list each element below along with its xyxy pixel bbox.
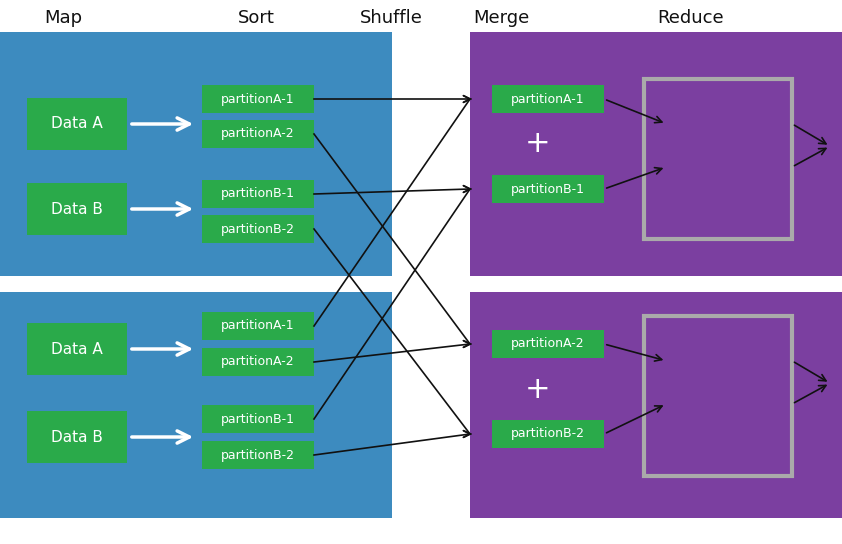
Text: +: + xyxy=(525,129,551,158)
Text: partitionB-1: partitionB-1 xyxy=(221,412,295,425)
Text: Map: Map xyxy=(44,9,83,27)
Bar xyxy=(202,441,314,469)
Text: Data B: Data B xyxy=(51,430,103,444)
Bar xyxy=(27,98,127,150)
Bar xyxy=(470,32,842,276)
Text: Reduce: Reduce xyxy=(657,9,724,27)
Text: partitionA-1: partitionA-1 xyxy=(511,92,585,106)
Text: Data A: Data A xyxy=(51,342,103,356)
Bar xyxy=(202,348,314,376)
Bar xyxy=(492,175,604,203)
Bar xyxy=(644,316,792,476)
Bar xyxy=(0,292,392,518)
Bar xyxy=(492,420,604,448)
Text: partitionA-2: partitionA-2 xyxy=(221,127,295,140)
Bar xyxy=(27,323,127,375)
Text: Shuffle: Shuffle xyxy=(360,9,423,27)
Bar xyxy=(0,32,392,276)
Text: Data B: Data B xyxy=(51,201,103,217)
Text: Data A: Data A xyxy=(51,116,103,132)
Text: partitionA-2: partitionA-2 xyxy=(221,355,295,368)
Bar xyxy=(644,79,792,239)
Bar xyxy=(202,120,314,148)
Text: partitionB-1: partitionB-1 xyxy=(221,188,295,201)
Bar xyxy=(492,85,604,113)
Text: partitionB-1: partitionB-1 xyxy=(511,182,585,195)
Text: +: + xyxy=(525,374,551,404)
Bar xyxy=(470,292,842,518)
Text: partitionA-1: partitionA-1 xyxy=(221,319,295,332)
Bar xyxy=(27,183,127,235)
Text: Sort: Sort xyxy=(238,9,275,27)
Text: partitionB-2: partitionB-2 xyxy=(221,222,295,236)
Bar xyxy=(202,180,314,208)
Bar xyxy=(27,411,127,463)
Text: Merge: Merge xyxy=(473,9,529,27)
Text: partitionB-2: partitionB-2 xyxy=(221,448,295,461)
Text: partitionB-2: partitionB-2 xyxy=(511,428,585,441)
Text: partitionA-1: partitionA-1 xyxy=(221,92,295,106)
Bar xyxy=(202,405,314,433)
Bar xyxy=(202,85,314,113)
Bar xyxy=(202,312,314,340)
Bar xyxy=(492,330,604,358)
Bar xyxy=(202,215,314,243)
Text: partitionA-2: partitionA-2 xyxy=(511,337,585,350)
